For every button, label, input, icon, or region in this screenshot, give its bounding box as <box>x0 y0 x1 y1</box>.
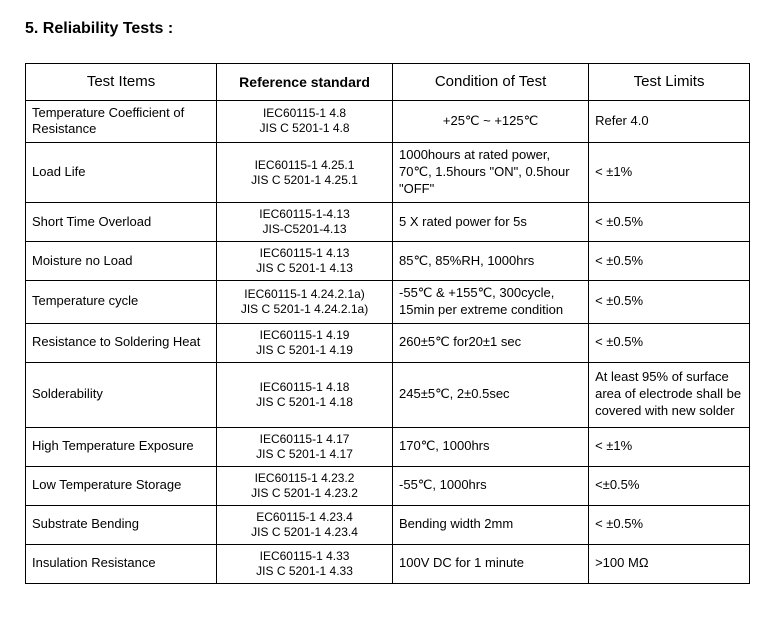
cell-reference: IEC60115-1 4.24.2.1a)JIS C 5201-1 4.24.2… <box>217 280 393 323</box>
table-row: Low Temperature Storage IEC60115-1 4.23.… <box>26 466 750 505</box>
cell-limit: <±0.5% <box>589 466 750 505</box>
table-row: Insulation Resistance IEC60115-1 4.33JIS… <box>26 544 750 583</box>
table-row: Temperature cycle IEC60115-1 4.24.2.1a)J… <box>26 280 750 323</box>
cell-condition: 260±5℃ for20±1 sec <box>393 323 589 362</box>
header-test-items: Test Items <box>26 64 217 101</box>
cell-reference: IEC60115-1 4.17JIS C 5201-1 4.17 <box>217 427 393 466</box>
cell-reference: IEC60115-1 4.19JIS C 5201-1 4.19 <box>217 323 393 362</box>
cell-item: Moisture no Load <box>26 241 217 280</box>
cell-item: Short Time Overload <box>26 202 217 241</box>
table-row: Solderability IEC60115-1 4.18JIS C 5201-… <box>26 362 750 427</box>
cell-condition: +25℃ ~ +125℃ <box>393 100 589 143</box>
cell-item: Substrate Bending <box>26 505 217 544</box>
cell-reference: IEC60115-1-4.13JIS-C5201-4.13 <box>217 202 393 241</box>
cell-reference: IEC60115-1 4.13JIS C 5201-1 4.13 <box>217 241 393 280</box>
cell-reference: IEC60115-1 4.33JIS C 5201-1 4.33 <box>217 544 393 583</box>
table-row: Load Life IEC60115-1 4.25.1JIS C 5201-1 … <box>26 143 750 203</box>
cell-limit: Refer 4.0 <box>589 100 750 143</box>
cell-condition: 100V DC for 1 minute <box>393 544 589 583</box>
table-header-row: Test Items Reference standard Condition … <box>26 64 750 101</box>
cell-reference: IEC60115-1 4.18JIS C 5201-1 4.18 <box>217 362 393 427</box>
cell-reference: IEC60115-1 4.23.2JIS C 5201-1 4.23.2 <box>217 466 393 505</box>
header-condition: Condition of Test <box>393 64 589 101</box>
cell-condition: Bending width 2mm <box>393 505 589 544</box>
cell-limit: < ±0.5% <box>589 241 750 280</box>
cell-item: Load Life <box>26 143 217 203</box>
cell-condition: 170℃, 1000hrs <box>393 427 589 466</box>
header-reference-standard: Reference standard <box>217 64 393 101</box>
cell-condition: -55℃, 1000hrs <box>393 466 589 505</box>
cell-item: Solderability <box>26 362 217 427</box>
cell-limit: < ±0.5% <box>589 280 750 323</box>
cell-condition: 245±5℃, 2±0.5sec <box>393 362 589 427</box>
cell-limit: < ±1% <box>589 427 750 466</box>
cell-condition: 85℃, 85%RH, 1000hrs <box>393 241 589 280</box>
cell-condition: 5 X rated power for 5s <box>393 202 589 241</box>
cell-limit: >100 MΩ <box>589 544 750 583</box>
cell-condition: 1000hours at rated power, 70℃, 1.5hours … <box>393 143 589 203</box>
cell-item: Low Temperature Storage <box>26 466 217 505</box>
table-row: Resistance to Soldering Heat IEC60115-1 … <box>26 323 750 362</box>
cell-reference: IEC60115-1 4.8JIS C 5201-1 4.8 <box>217 100 393 143</box>
table-row: Temperature Coefficient of Resistance IE… <box>26 100 750 143</box>
cell-limit: < ±1% <box>589 143 750 203</box>
cell-limit: At least 95% of surface area of electrod… <box>589 362 750 427</box>
table-row: Short Time Overload IEC60115-1-4.13JIS-C… <box>26 202 750 241</box>
cell-item: Insulation Resistance <box>26 544 217 583</box>
header-limits: Test Limits <box>589 64 750 101</box>
cell-limit: < ±0.5% <box>589 202 750 241</box>
table-row: High Temperature Exposure IEC60115-1 4.1… <box>26 427 750 466</box>
cell-item: Temperature Coefficient of Resistance <box>26 100 217 143</box>
cell-condition: -55℃ & +155℃, 300cycle, 15min per extrem… <box>393 280 589 323</box>
cell-reference: IEC60115-1 4.25.1JIS C 5201-1 4.25.1 <box>217 143 393 203</box>
reliability-tests-table: Test Items Reference standard Condition … <box>25 63 750 584</box>
cell-limit: < ±0.5% <box>589 505 750 544</box>
section-title: 5. Reliability Tests : <box>25 20 750 38</box>
cell-item: High Temperature Exposure <box>26 427 217 466</box>
cell-limit: < ±0.5% <box>589 323 750 362</box>
table-row: Moisture no Load IEC60115-1 4.13JIS C 52… <box>26 241 750 280</box>
cell-item: Temperature cycle <box>26 280 217 323</box>
cell-item: Resistance to Soldering Heat <box>26 323 217 362</box>
table-row: Substrate Bending EC60115-1 4.23.4JIS C … <box>26 505 750 544</box>
cell-reference: EC60115-1 4.23.4JIS C 5201-1 4.23.4 <box>217 505 393 544</box>
